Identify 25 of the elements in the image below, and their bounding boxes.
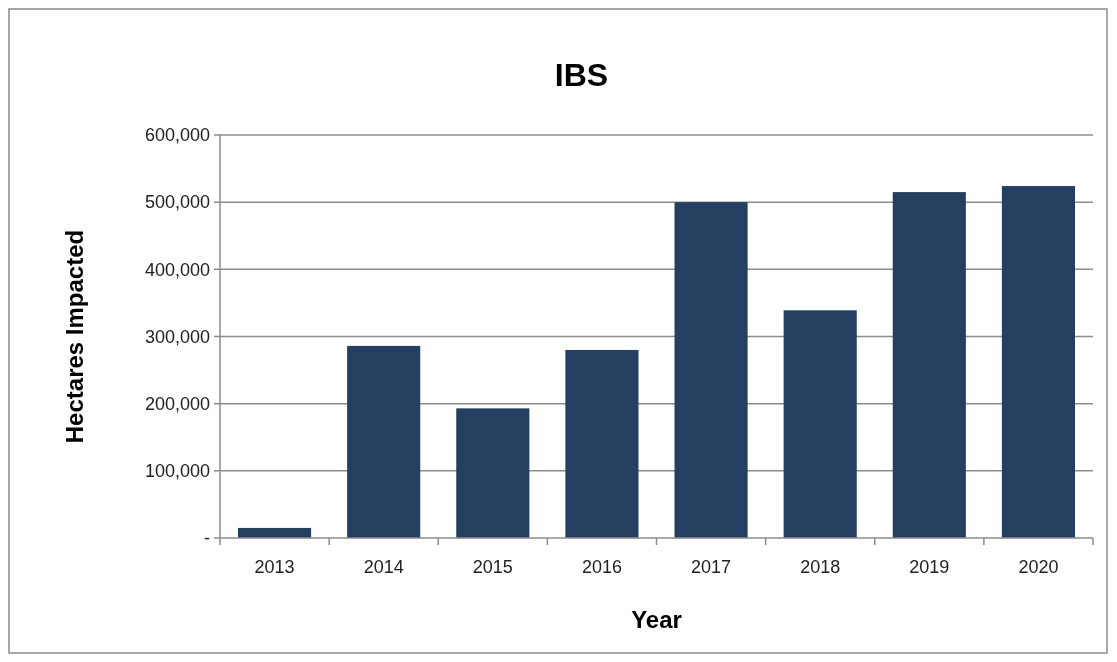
bar (456, 408, 530, 538)
y-tick-label: - (204, 528, 210, 549)
y-tick-label: 600,000 (144, 125, 210, 146)
chart-title: IBS (554, 57, 609, 93)
y-tick-label: 500,000 (144, 192, 210, 213)
y-axis-title: Hectares Impacted (61, 229, 88, 444)
y-tick-label: 200,000 (144, 393, 210, 414)
x-tick-label: 2013 (254, 557, 295, 577)
x-tick-label: 2015 (472, 557, 513, 577)
x-axis-title: Year (631, 606, 682, 633)
x-tick-label: 2018 (800, 557, 841, 577)
bar (783, 310, 857, 538)
x-tick-label: 2016 (581, 557, 622, 577)
bar (674, 202, 748, 538)
y-tick-label: 300,000 (144, 326, 210, 347)
bar (892, 192, 966, 538)
bar (565, 349, 639, 538)
x-tick-label: 2019 (909, 557, 950, 577)
x-tick-label: 2017 (691, 557, 732, 577)
bar (1001, 186, 1075, 538)
bar (347, 345, 421, 538)
y-tick-label: 100,000 (144, 461, 210, 482)
y-tick-label: 400,000 (144, 259, 210, 280)
x-tick-label: 2020 (1018, 557, 1059, 577)
x-tick-label: 2014 (363, 557, 404, 577)
